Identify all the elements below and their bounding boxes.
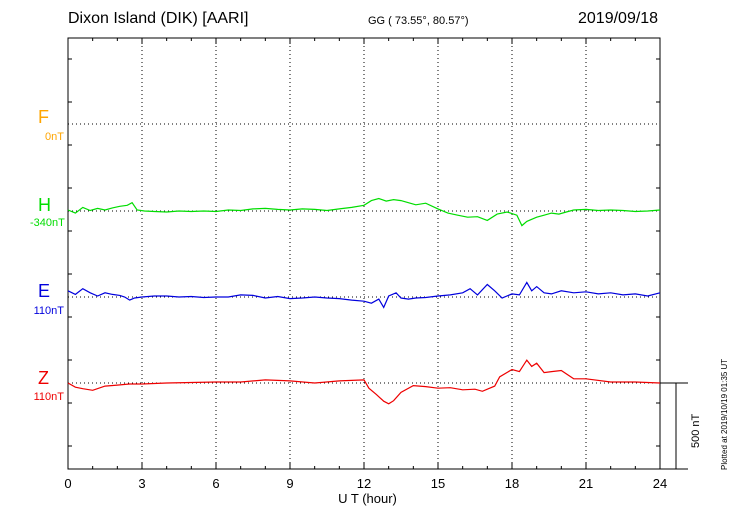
series-line-e — [67, 281, 661, 309]
chart-title: Dixon Island (DIK) [AARI] — [68, 10, 249, 27]
x-tick-label: 21 — [579, 476, 593, 491]
scale-bar-label: 500 nT — [690, 413, 702, 448]
x-tick-label: 18 — [505, 476, 519, 491]
channel-f-letter: F — [38, 107, 49, 127]
x-tick-label: 0 — [64, 476, 71, 491]
channel-z-baseline: 110nT — [33, 391, 64, 403]
station-coordinates: GG ( 73.55°, 80.57°) — [368, 15, 469, 27]
chart-date: 2019/09/18 — [578, 10, 659, 27]
x-tick-label: 12 — [357, 476, 371, 491]
series-line-z — [67, 359, 661, 405]
channel-f-baseline: 0nT — [45, 131, 64, 143]
channel-e-letter: E — [38, 281, 51, 301]
x-tick-label: 6 — [212, 476, 219, 491]
x-axis-label: U T (hour) — [338, 491, 397, 506]
x-tick-label: 3 — [138, 476, 145, 491]
x-tick-label: 9 — [286, 476, 293, 491]
series-line-h — [67, 197, 661, 227]
plotted-timestamp: Plotted at 2019/10/19 01:35 UT — [720, 358, 729, 470]
channel-z-letter: Z — [38, 368, 49, 388]
channel-h-baseline: -340nT — [30, 217, 65, 229]
x-tick-label: 15 — [431, 476, 445, 491]
channel-e-baseline: 110nT — [33, 305, 64, 317]
channel-h-letter: H — [38, 195, 51, 215]
x-tick-label: 24 — [653, 476, 667, 491]
